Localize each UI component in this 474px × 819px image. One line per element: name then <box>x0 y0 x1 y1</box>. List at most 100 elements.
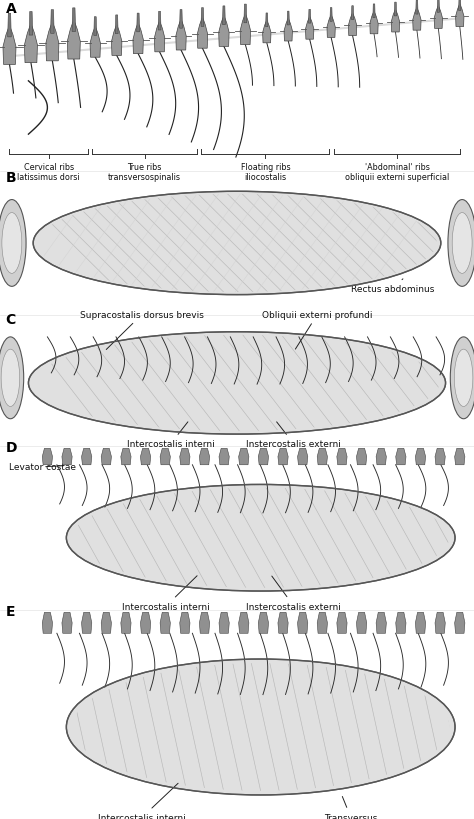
Polygon shape <box>356 449 367 465</box>
Text: A: A <box>6 2 17 16</box>
Ellipse shape <box>28 333 446 435</box>
Polygon shape <box>82 449 92 465</box>
Polygon shape <box>287 12 289 26</box>
Polygon shape <box>42 449 53 465</box>
Text: B: B <box>6 170 16 184</box>
Polygon shape <box>456 5 464 28</box>
Polygon shape <box>111 25 122 57</box>
Polygon shape <box>137 14 139 33</box>
Polygon shape <box>62 449 72 465</box>
Polygon shape <box>238 613 249 634</box>
Polygon shape <box>176 20 186 51</box>
Polygon shape <box>51 11 54 34</box>
Polygon shape <box>115 16 118 34</box>
Text: Instercostalis externi: Instercostalis externi <box>246 577 341 611</box>
Polygon shape <box>180 449 190 465</box>
Polygon shape <box>24 25 37 64</box>
Text: Intercostalis interni: Intercostalis interni <box>122 576 210 611</box>
Text: C: C <box>6 313 16 327</box>
Polygon shape <box>263 20 271 43</box>
Polygon shape <box>317 449 328 465</box>
Polygon shape <box>219 449 229 465</box>
Polygon shape <box>121 613 131 634</box>
Polygon shape <box>370 11 378 34</box>
Polygon shape <box>197 18 208 49</box>
Text: Floating ribs
iliocostalis: Floating ribs iliocostalis <box>241 162 290 182</box>
Ellipse shape <box>0 337 24 419</box>
Polygon shape <box>240 15 251 46</box>
Polygon shape <box>8 14 11 38</box>
Polygon shape <box>140 449 151 465</box>
Polygon shape <box>180 613 190 634</box>
Polygon shape <box>391 10 400 33</box>
Text: Rectus abdominus: Rectus abdominus <box>351 279 434 294</box>
Polygon shape <box>415 613 426 634</box>
Polygon shape <box>180 11 182 29</box>
Polygon shape <box>3 26 16 66</box>
Ellipse shape <box>454 350 473 407</box>
Polygon shape <box>42 613 53 634</box>
Ellipse shape <box>0 201 26 287</box>
Text: Transversus: Transversus <box>324 797 377 819</box>
Polygon shape <box>348 14 357 37</box>
Polygon shape <box>459 0 461 11</box>
Polygon shape <box>219 16 229 48</box>
Polygon shape <box>394 3 397 17</box>
Polygon shape <box>435 449 445 465</box>
Polygon shape <box>356 613 367 634</box>
Polygon shape <box>415 449 426 465</box>
Polygon shape <box>258 613 269 634</box>
Polygon shape <box>67 20 80 60</box>
Polygon shape <box>298 449 308 465</box>
Polygon shape <box>330 8 332 22</box>
Text: 'Abdominal' ribs
obliquii externi superficial: 'Abdominal' ribs obliquii externi superf… <box>345 162 449 182</box>
Polygon shape <box>455 449 465 465</box>
Text: Obliquii externi profundi: Obliquii externi profundi <box>262 310 373 350</box>
Polygon shape <box>201 9 204 27</box>
Polygon shape <box>317 613 328 634</box>
Polygon shape <box>158 12 161 31</box>
Ellipse shape <box>66 659 455 795</box>
Text: D: D <box>6 441 17 455</box>
Polygon shape <box>309 11 311 24</box>
Ellipse shape <box>1 350 20 407</box>
Polygon shape <box>133 24 143 55</box>
Polygon shape <box>337 613 347 634</box>
Polygon shape <box>327 16 335 38</box>
Polygon shape <box>101 449 111 465</box>
Polygon shape <box>29 12 33 36</box>
Polygon shape <box>284 19 292 42</box>
Polygon shape <box>238 449 249 465</box>
Polygon shape <box>219 613 229 634</box>
Text: Intercostalis interni: Intercostalis interni <box>127 423 215 449</box>
Polygon shape <box>396 613 406 634</box>
Polygon shape <box>376 449 386 465</box>
Polygon shape <box>46 22 59 61</box>
Text: Cervical ribs
latissimus dorsi: Cervical ribs latissimus dorsi <box>17 162 80 182</box>
Polygon shape <box>160 613 170 634</box>
Ellipse shape <box>2 213 22 274</box>
Polygon shape <box>278 449 288 465</box>
Polygon shape <box>94 18 97 36</box>
Polygon shape <box>337 449 347 465</box>
Polygon shape <box>455 613 465 634</box>
Polygon shape <box>90 27 100 58</box>
Polygon shape <box>373 5 375 19</box>
Text: Instercostalis externi: Instercostalis externi <box>246 423 341 449</box>
Polygon shape <box>351 7 354 20</box>
Text: True ribs
transversospinalis: True ribs transversospinalis <box>108 162 181 182</box>
Polygon shape <box>244 5 247 24</box>
Ellipse shape <box>452 213 472 274</box>
Polygon shape <box>82 613 92 634</box>
Polygon shape <box>298 613 308 634</box>
Polygon shape <box>222 7 225 25</box>
Polygon shape <box>306 17 314 40</box>
Polygon shape <box>101 613 111 634</box>
Polygon shape <box>265 14 268 28</box>
Text: Levator costae: Levator costae <box>9 463 76 472</box>
Polygon shape <box>376 613 386 634</box>
Polygon shape <box>416 2 418 15</box>
Polygon shape <box>72 9 75 33</box>
Polygon shape <box>434 7 443 29</box>
Ellipse shape <box>33 192 441 295</box>
